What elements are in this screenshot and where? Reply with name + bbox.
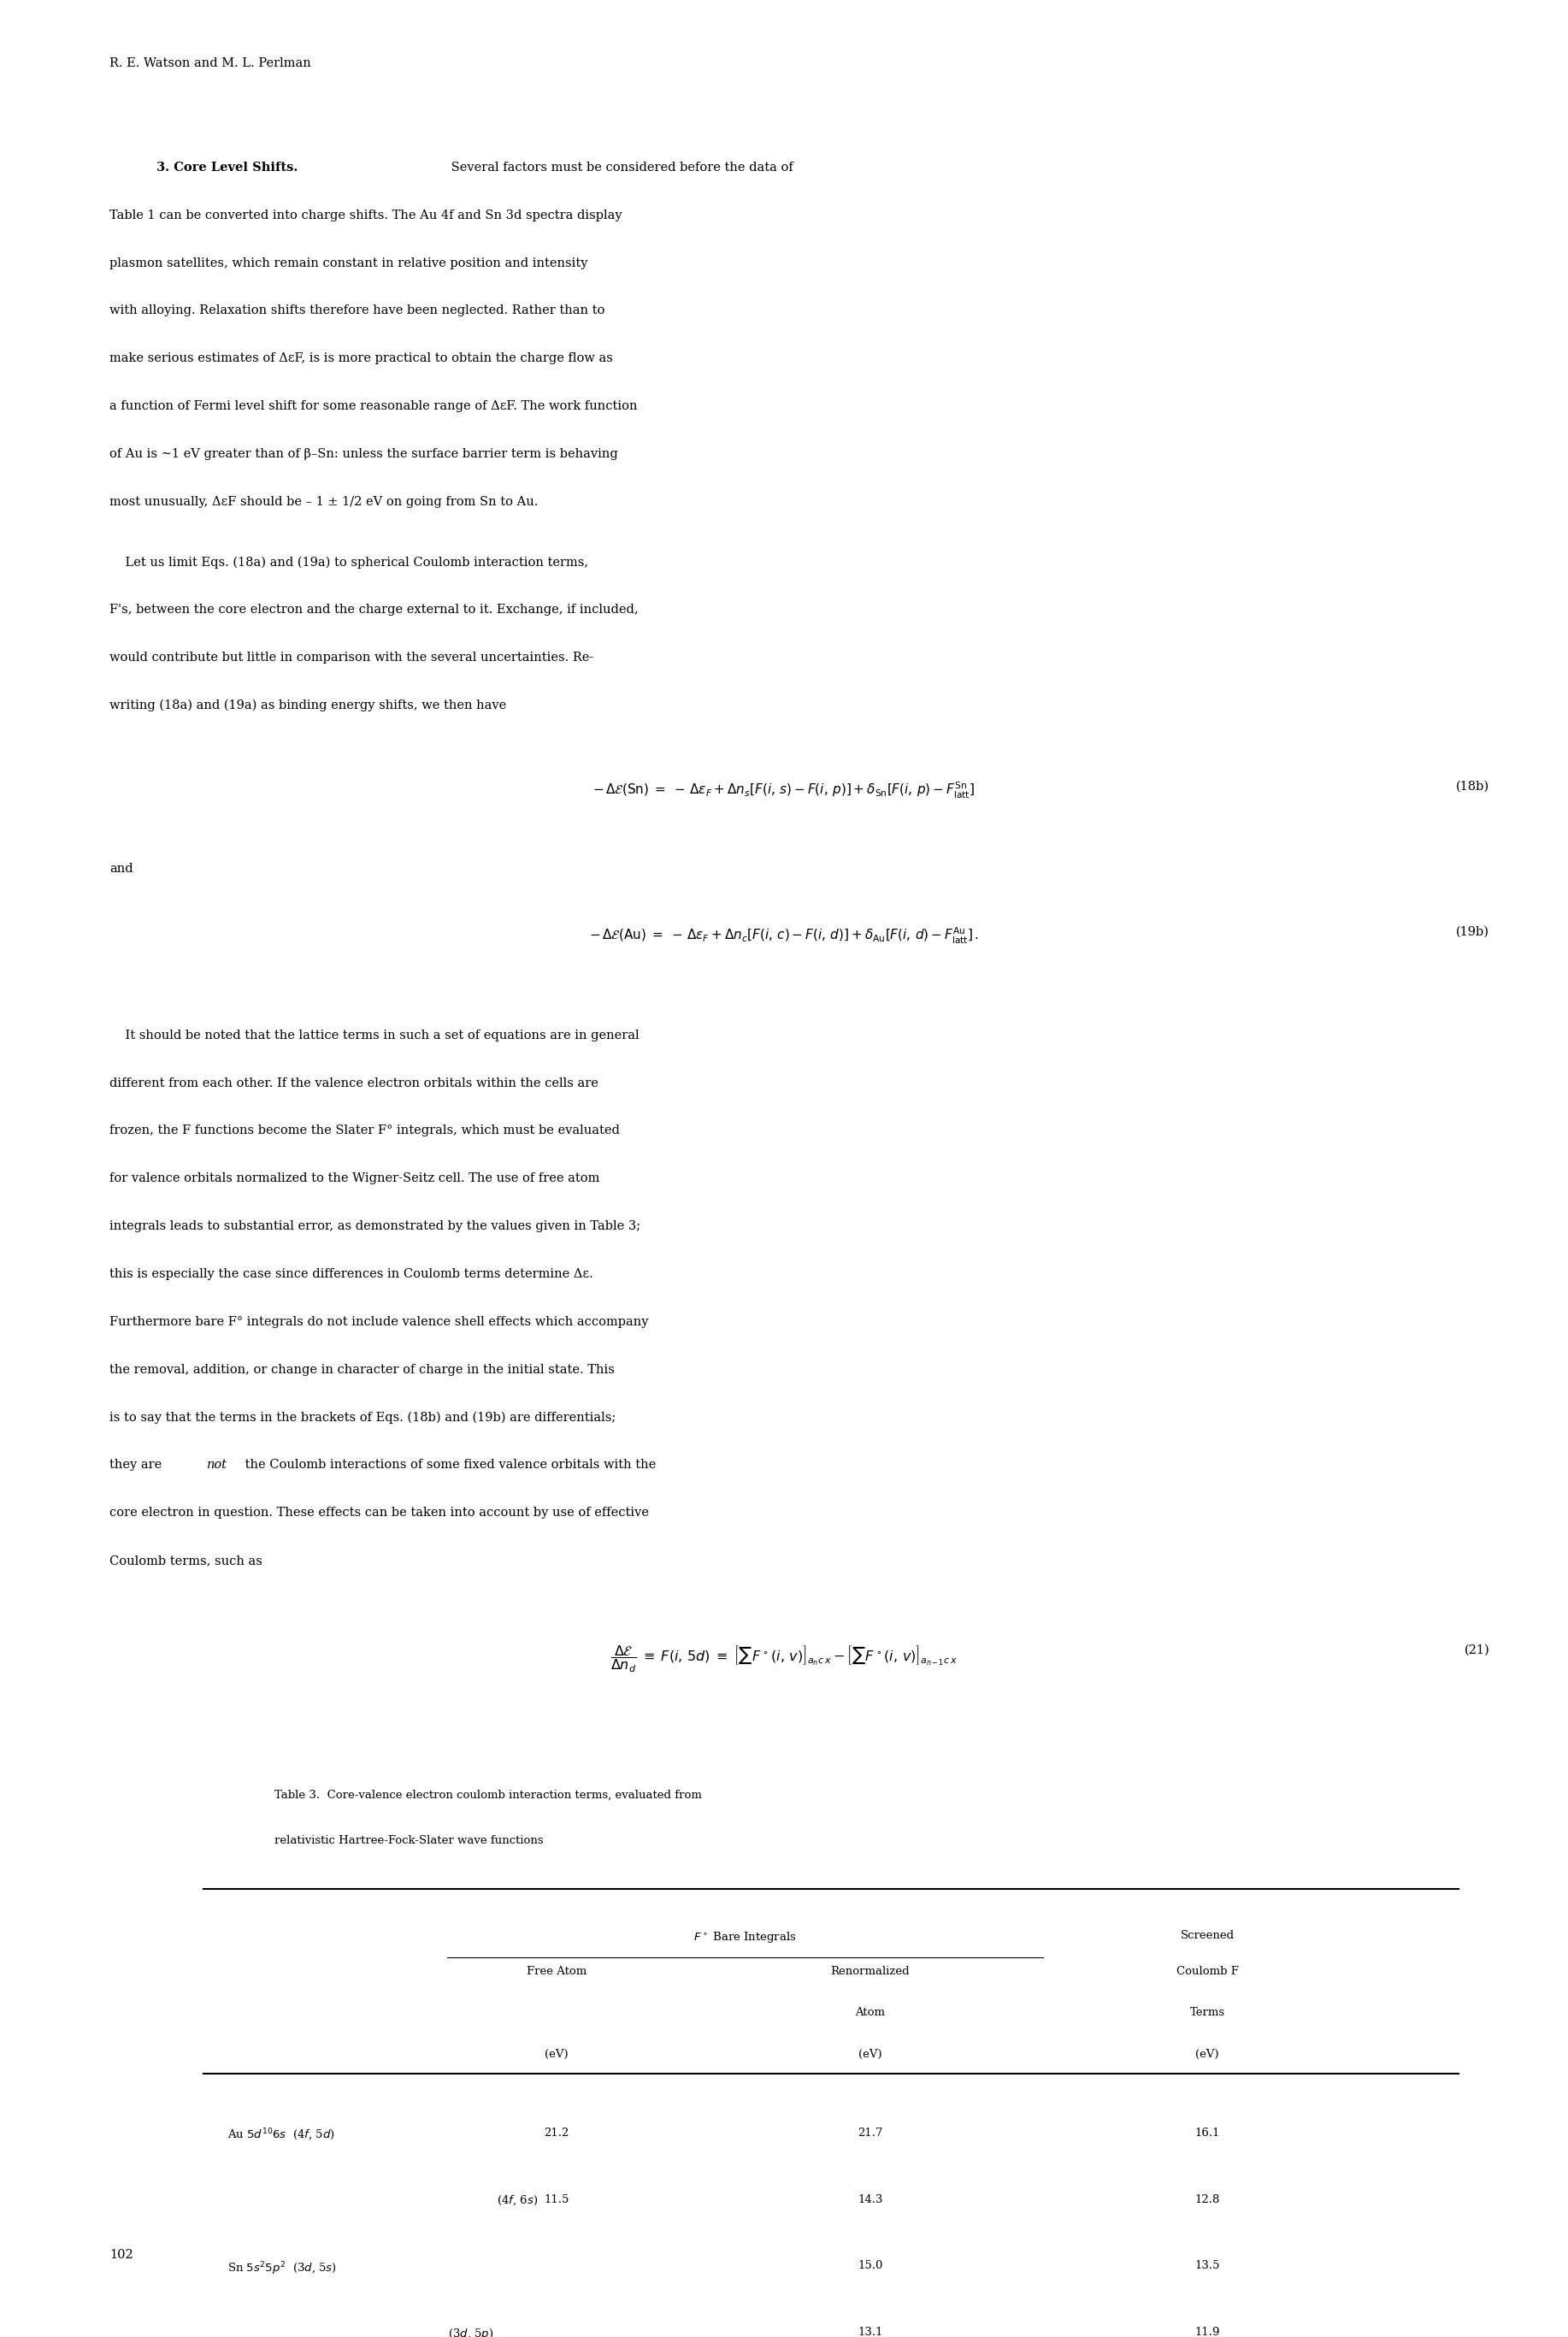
Text: It should be noted that the lattice terms in such a set of equations are in gene: It should be noted that the lattice term… [110, 1028, 640, 1042]
Text: Terms: Terms [1190, 2007, 1225, 2019]
Text: 13.5: 13.5 [1195, 2260, 1220, 2272]
Text: (21): (21) [1465, 1643, 1490, 1657]
Text: Furthermore bare F° integrals do not include valence shell effects which accompa: Furthermore bare F° integrals do not inc… [110, 1316, 649, 1327]
Text: (eV): (eV) [1195, 2050, 1220, 2059]
Text: Free Atom: Free Atom [527, 1965, 586, 1977]
Text: make serious estimates of ΔεF, is is more practical to obtain the charge flow as: make serious estimates of ΔεF, is is mor… [110, 353, 613, 365]
Text: (3$d$, 5$p$): (3$d$, 5$p$) [447, 2328, 494, 2337]
Text: 15.0: 15.0 [858, 2260, 883, 2272]
Text: the removal, addition, or change in character of charge in the initial state. Th: the removal, addition, or change in char… [110, 1362, 615, 1376]
Text: of Au is ∼1 eV greater than of β–Sn: unless the surface barrier term is behaving: of Au is ∼1 eV greater than of β–Sn: unl… [110, 449, 618, 460]
Text: (18b): (18b) [1457, 781, 1490, 792]
Text: F's, between the core electron and the charge external to it. Exchange, if inclu: F's, between the core electron and the c… [110, 603, 638, 615]
Text: Table 1 can be converted into charge shifts. The Au 4f and Sn 3d spectra display: Table 1 can be converted into charge shi… [110, 210, 622, 222]
Text: 21.7: 21.7 [858, 2127, 883, 2138]
Text: $F^\circ$ Bare Integrals: $F^\circ$ Bare Integrals [693, 1930, 797, 1944]
Text: Several factors must be considered before the data of: Several factors must be considered befor… [447, 161, 793, 173]
Text: and: and [110, 862, 133, 874]
Text: (4$f$, 6$s$): (4$f$, 6$s$) [497, 2194, 538, 2206]
Text: not: not [207, 1458, 227, 1470]
Text: this is especially the case since differences in Coulomb terms determine Δε.: this is especially the case since differ… [110, 1269, 593, 1281]
Text: 12.8: 12.8 [1195, 2194, 1220, 2206]
Text: would contribute but little in comparison with the several uncertainties. Re-: would contribute but little in compariso… [110, 652, 594, 664]
Text: they are: they are [110, 1458, 166, 1470]
Text: Sn $5s^25p^2$  (3$d$, 5$s$): Sn $5s^25p^2$ (3$d$, 5$s$) [227, 2260, 337, 2276]
Text: Atom: Atom [855, 2007, 886, 2019]
Text: 3. Core Level Shifts.: 3. Core Level Shifts. [157, 161, 298, 173]
Text: Coulomb F: Coulomb F [1176, 1965, 1239, 1977]
Text: Coulomb terms, such as: Coulomb terms, such as [110, 1554, 263, 1566]
Text: relativistic Hartree-Fock-Slater wave functions: relativistic Hartree-Fock-Slater wave fu… [274, 1835, 544, 1846]
Text: Table 3.  Core-valence electron coulomb interaction terms, evaluated from: Table 3. Core-valence electron coulomb i… [274, 1790, 702, 1799]
Text: the Coulomb interactions of some fixed valence orbitals with the: the Coulomb interactions of some fixed v… [241, 1458, 657, 1470]
Text: core electron in question. These effects can be taken into account by use of eff: core electron in question. These effects… [110, 1507, 649, 1519]
Text: 11.9: 11.9 [1195, 2328, 1220, 2337]
Text: with alloying. Relaxation shifts therefore have been neglected. Rather than to: with alloying. Relaxation shifts therefo… [110, 304, 605, 318]
Text: for valence orbitals normalized to the Wigner-Seitz cell. The use of free atom: for valence orbitals normalized to the W… [110, 1173, 601, 1185]
Text: Screened: Screened [1181, 1930, 1234, 1942]
Text: R. E. Watson and M. L. Perlman: R. E. Watson and M. L. Perlman [110, 58, 312, 70]
Text: $\dfrac{\Delta\mathcal{E}}{\Delta n_d}\;\equiv\;F(i,\,5d)\;\equiv\;\left[\sum F^: $\dfrac{\Delta\mathcal{E}}{\Delta n_d}\;… [610, 1643, 958, 1673]
Text: 102: 102 [110, 2248, 133, 2262]
Text: plasmon satellites, which remain constant in relative position and intensity: plasmon satellites, which remain constan… [110, 257, 588, 269]
Text: integrals leads to substantial error, as demonstrated by the values given in Tab: integrals leads to substantial error, as… [110, 1220, 641, 1232]
Text: $-\,\Delta\mathcal{E}(\mathrm{Au})\;=\;-\,\Delta\varepsilon_F + \Delta n_c[F(i,\: $-\,\Delta\mathcal{E}(\mathrm{Au})\;=\;-… [590, 925, 978, 946]
Text: 13.1: 13.1 [858, 2328, 883, 2337]
Text: 11.5: 11.5 [544, 2194, 569, 2206]
Text: Let us limit Eqs. (18a) and (19a) to spherical Coulomb interaction terms,: Let us limit Eqs. (18a) and (19a) to sph… [110, 556, 588, 568]
Text: 14.3: 14.3 [858, 2194, 883, 2206]
Text: $-\,\Delta\mathcal{E}(\mathrm{Sn})\;=\;-\,\Delta\varepsilon_F + \Delta n_s[F(i,\: $-\,\Delta\mathcal{E}(\mathrm{Sn})\;=\;-… [593, 781, 975, 799]
Text: different from each other. If the valence electron orbitals within the cells are: different from each other. If the valenc… [110, 1077, 599, 1089]
Text: writing (18a) and (19a) as binding energy shifts, we then have: writing (18a) and (19a) as binding energ… [110, 699, 506, 710]
Text: (19b): (19b) [1457, 925, 1490, 937]
Text: (eV): (eV) [858, 2050, 883, 2059]
Text: 16.1: 16.1 [1195, 2127, 1220, 2138]
Text: Renormalized: Renormalized [831, 1965, 909, 1977]
Text: (eV): (eV) [544, 2050, 569, 2059]
Text: 21.2: 21.2 [544, 2127, 569, 2138]
Text: is to say that the terms in the brackets of Eqs. (18b) and (19b) are differentia: is to say that the terms in the brackets… [110, 1412, 616, 1423]
Text: a function of Fermi level shift for some reasonable range of ΔεF. The work funct: a function of Fermi level shift for some… [110, 400, 638, 411]
Text: frozen, the F functions become the Slater F° integrals, which must be evaluated: frozen, the F functions become the Slate… [110, 1124, 619, 1136]
Text: most unusually, ΔεF should be – 1 ± 1/2 eV on going from Sn to Au.: most unusually, ΔεF should be – 1 ± 1/2 … [110, 495, 538, 507]
Text: Au $5d^{10}6s$  (4$f$, 5$d$): Au $5d^{10}6s$ (4$f$, 5$d$) [227, 2127, 336, 2143]
